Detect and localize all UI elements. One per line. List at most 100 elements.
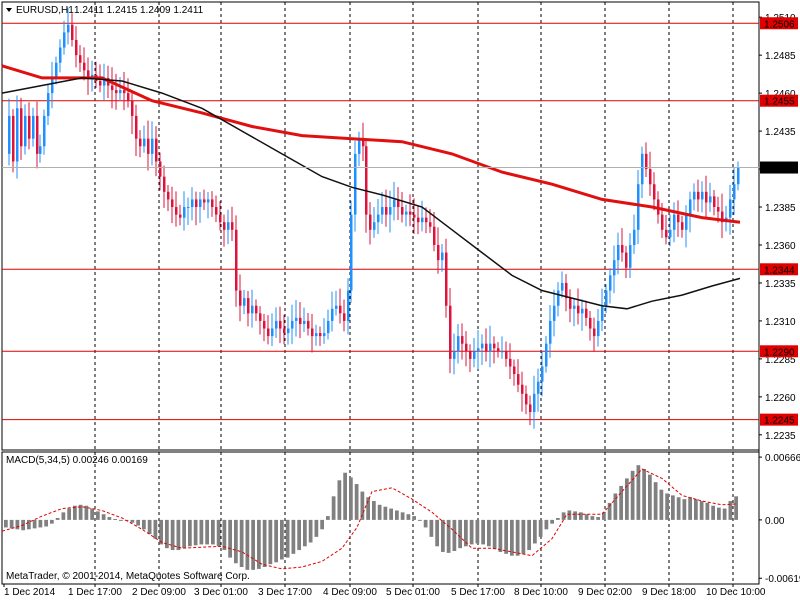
- candle-body: [227, 222, 230, 230]
- candle-body: [299, 317, 302, 324]
- macd-bar: [510, 519, 514, 556]
- candle-body: [701, 191, 704, 200]
- macd-bar: [257, 519, 261, 569]
- candle-body: [259, 313, 262, 321]
- candle-body: [681, 222, 684, 230]
- candle-body: [497, 348, 500, 352]
- time-label: 9 Dec 02:00: [578, 587, 632, 598]
- candle-body: [239, 290, 242, 306]
- macd-bar: [556, 518, 560, 520]
- macd-bar: [544, 519, 549, 530]
- macd-bar: [481, 519, 485, 545]
- candle-body: [171, 199, 174, 208]
- macd-bar: [602, 512, 606, 520]
- macd-bar: [418, 519, 422, 521]
- candle-body: [203, 199, 206, 203]
- level-tags: 1.2506 1.2455 1.2344 1.2290 1.2245 1.2411: [760, 17, 798, 427]
- candle-body: [737, 167, 740, 185]
- macd-bar: [67, 508, 71, 520]
- macd-bar: [613, 493, 618, 520]
- macd-bar: [688, 497, 692, 520]
- candle-body: [665, 229, 668, 238]
- candle-body: [219, 214, 222, 223]
- candle-body: [545, 343, 548, 367]
- candle-body: [179, 214, 182, 218]
- candle-body: [493, 343, 496, 349]
- candle-body: [175, 207, 178, 215]
- level-tag: [760, 263, 798, 276]
- macd-bar: [659, 489, 664, 520]
- candle-body: [347, 290, 350, 321]
- time-label: 10 Dec 10:00: [706, 587, 766, 598]
- candle-body: [673, 214, 676, 230]
- macd-bar: [567, 510, 572, 520]
- macd-bar: [504, 519, 508, 554]
- macd-bar: [268, 519, 273, 565]
- candle-body: [251, 305, 254, 314]
- candle-body: [513, 366, 516, 375]
- macd-bar: [446, 519, 451, 553]
- macd-bar: [533, 519, 537, 544]
- candle-body: [433, 226, 436, 245]
- candle-body: [283, 328, 286, 334]
- candle-body: [36, 115, 39, 154]
- candle-body: [354, 153, 357, 215]
- candle-body: [295, 317, 298, 321]
- candle-body: [685, 214, 688, 230]
- macd-bar: [469, 519, 474, 545]
- candle-body: [501, 351, 504, 353]
- time-label: 3 Dec 17:00: [258, 587, 312, 598]
- candle-body: [43, 115, 46, 147]
- macd-bar: [665, 493, 669, 520]
- candle-body: [401, 207, 404, 215]
- level-tag-label: 1.2245: [764, 416, 795, 427]
- macd-bar: [107, 517, 112, 520]
- macd-bar: [349, 477, 353, 520]
- current-price-tag: [760, 161, 798, 174]
- candle-body: [589, 317, 592, 329]
- candle-body: [111, 85, 114, 91]
- candle-body: [453, 351, 456, 359]
- candle-body: [521, 384, 524, 394]
- ohlc-label: 1.2411 1.2415 1.2409 1.2411: [74, 5, 204, 16]
- macd-bar: [119, 519, 123, 521]
- candle-body: [319, 333, 322, 337]
- candle-body: [123, 90, 126, 94]
- macd-bar: [216, 519, 221, 547]
- candle-body: [693, 191, 696, 200]
- macd-bar: [435, 519, 439, 547]
- candle-body: [729, 199, 732, 218]
- macd-bar: [50, 519, 54, 524]
- candle-body: [83, 62, 86, 71]
- time-label: 5 Dec 01:00: [386, 587, 440, 598]
- candle-body: [207, 199, 210, 203]
- candle-body: [705, 191, 708, 203]
- candle-body: [605, 290, 608, 306]
- candle-body: [99, 80, 102, 86]
- price-pane[interactable]: [1, 1, 760, 451]
- candle-body: [87, 70, 90, 78]
- macd-bar: [343, 472, 347, 520]
- macd-bar: [550, 519, 554, 524]
- candle-body: [629, 244, 632, 268]
- candle-body: [331, 308, 334, 321]
- macd-bar: [9, 519, 14, 529]
- candle-body: [28, 115, 31, 139]
- candle-body: [343, 313, 346, 321]
- macd-bar: [199, 519, 204, 545]
- macd-bar: [429, 519, 434, 537]
- candle-body: [565, 282, 568, 299]
- macd-bar: [406, 514, 411, 520]
- macd-bar: [251, 519, 255, 570]
- macd-bar: [15, 519, 20, 530]
- candle-body: [291, 320, 294, 329]
- time-label: 9 Dec 18:00: [642, 587, 696, 598]
- candle-body: [119, 90, 122, 94]
- macd-bar: [38, 519, 43, 528]
- price-tick-label: 1.2235: [765, 431, 796, 442]
- candle-body: [425, 217, 428, 223]
- macd-histogram: [4, 465, 738, 570]
- triangle-down-icon[interactable]: [6, 8, 12, 12]
